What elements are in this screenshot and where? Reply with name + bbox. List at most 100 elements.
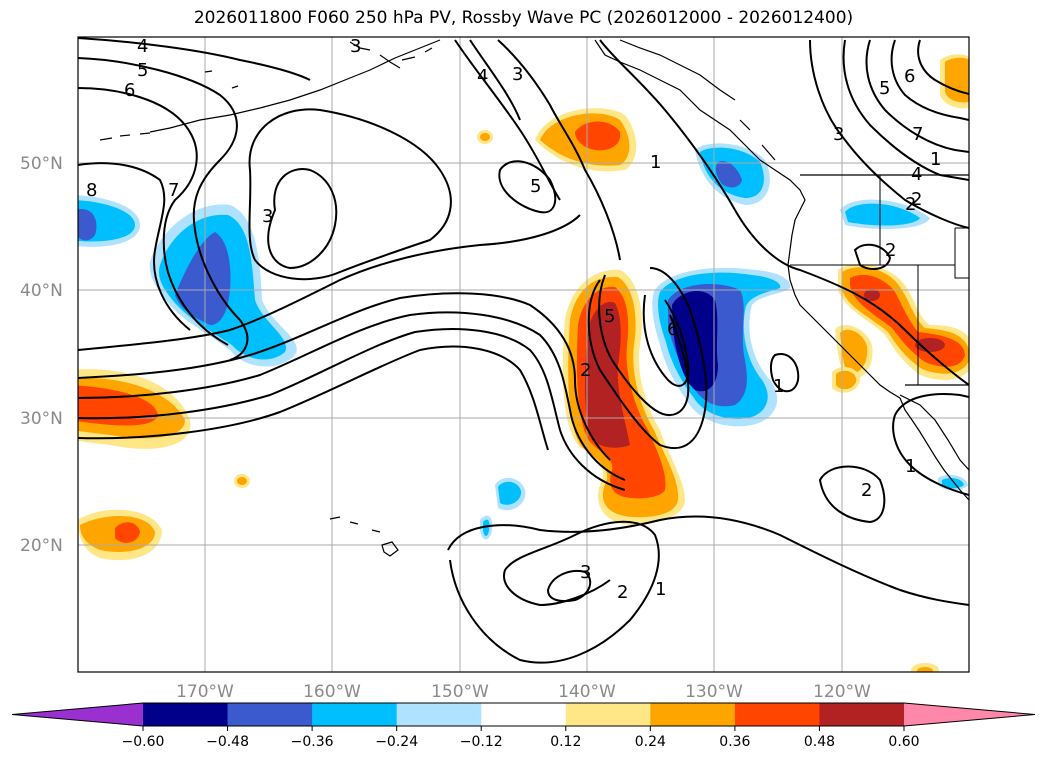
lat-label-40n: 40°N: [20, 281, 63, 301]
coastlines: [99, 39, 969, 557]
contour-top-left-7: [78, 162, 191, 331]
contour-1-se: [892, 393, 969, 496]
contour-label: 6: [667, 319, 678, 340]
contour-loop-5: [498, 160, 557, 214]
negative-anomaly-128w-50n-inner: [715, 161, 742, 188]
colorbar-tick-label: 0.36: [719, 734, 750, 750]
contour-label: 3: [580, 562, 591, 583]
contour-jet-4: [78, 328, 626, 491]
positive-anomaly-small-25n-core: [237, 477, 247, 485]
lon-label-160w: 160°W: [303, 682, 361, 702]
lat-label-50n: 50°N: [20, 154, 63, 174]
contour-label: 6: [124, 80, 135, 101]
positive-anomaly-ne-corner-core: [945, 57, 969, 103]
colorbar-swatch: [312, 703, 398, 726]
contour-label-layer: 4 5 6 8 7 3 4 3 5 1 2 5 6 2 1 3 2 1 3 2 …: [86, 36, 941, 603]
contour-loop-3: [248, 108, 452, 281]
contour-label: 8: [86, 180, 97, 201]
positive-anomaly-small-52n-core: [480, 133, 490, 141]
contour-top-left-5: [78, 57, 249, 361]
contour-loop-2-se: [818, 465, 886, 524]
mexico-mainland-coast: [899, 394, 969, 471]
contour-trough-5: [598, 274, 690, 416]
contour-ne-7: [917, 39, 969, 95]
contour-jet-5: [78, 345, 549, 451]
contour-ne-4: [842, 39, 969, 181]
colorbar-swatch: [143, 703, 229, 726]
contour-label: 2: [861, 480, 872, 501]
colorbar-tick-label: −0.60: [122, 734, 165, 750]
lon-label-120w: 120°W: [813, 682, 871, 702]
contour-label: 6: [904, 66, 915, 87]
colorbar-tick-label: 0.12: [550, 734, 581, 750]
contour-southern-1: [447, 515, 969, 606]
alaska-coast: [149, 39, 441, 133]
lon-label-130w: 130°W: [685, 682, 743, 702]
contour-ne-6: [890, 39, 969, 121]
contour-label: 1: [905, 456, 916, 477]
west-coast-us: [787, 264, 901, 399]
contour-ne-5: [865, 39, 969, 153]
longitude-labels: 170°W 160°W 150°W 140°W 130°W 120°W: [176, 682, 871, 702]
graticule: [78, 37, 969, 672]
contour-label: 4: [477, 66, 488, 87]
state-borders: [790, 175, 969, 385]
lon-label-150w: 150°W: [431, 682, 489, 702]
lat-label-30n: 30°N: [20, 409, 63, 429]
contour-jet-1: [78, 214, 581, 351]
positive-anomaly-east-38n-max2: [864, 289, 880, 301]
negative-anomaly-165w-inner: [175, 232, 231, 325]
negative-anomaly-small-20n-core: [483, 519, 490, 536]
contour-ridge-1: [454, 39, 561, 201]
contour-label: 2: [885, 240, 896, 261]
contour-label: 4: [137, 36, 148, 57]
contour-label: 1: [773, 376, 784, 397]
contour-trough-2: [587, 267, 708, 450]
contour-southern-2: [449, 520, 660, 664]
positive-anomaly-south-edge-core: [917, 667, 933, 672]
contour-label: 3: [833, 124, 844, 145]
lat-label-20n: 20°N: [20, 536, 63, 556]
positive-anomaly-west-30n-inner: [78, 385, 158, 426]
contour-label: 5: [879, 78, 890, 99]
contour-jet-2: [78, 292, 611, 461]
colorbar-swatch: [481, 703, 567, 726]
negative-anomaly-130w-max: [672, 290, 718, 392]
colorbar-swatch: [227, 703, 313, 726]
contour-label: 3: [512, 64, 523, 85]
colorbar-tick-label: −0.24: [375, 734, 418, 750]
contour-label: 2: [911, 189, 922, 210]
positive-anomaly-140w-35n-max: [584, 301, 630, 448]
contour-label: 3: [262, 206, 273, 227]
contour-label: 1: [650, 152, 661, 173]
positive-anomaly-140w-55n-inner: [575, 121, 621, 151]
map-frame: [77, 36, 970, 673]
contour-label: 7: [912, 124, 923, 145]
contour-label: 3: [350, 36, 361, 57]
colorbar-swatch: [565, 703, 651, 726]
negative-anomaly-east-45n-core: [845, 203, 920, 226]
colorbar-swatch: [396, 703, 482, 726]
colorbar-swatch: [734, 703, 820, 726]
contour-label: 1: [930, 149, 941, 170]
colorbar-extension-high: [904, 703, 1035, 726]
map-area: 4 5 6 8 7 3 4 3 5 1 2 5 6 2 1 3 2 1 3 2 …: [78, 36, 969, 672]
contour-top-left-6: [78, 87, 229, 346]
colorbar-tick-label: −0.48: [206, 734, 249, 750]
map-background: [78, 37, 969, 672]
colorbar-tick-label: −0.36: [291, 734, 334, 750]
positive-anomaly-175w-20n-inner: [115, 522, 140, 543]
contour-label: 5: [604, 306, 615, 327]
contour-label: 5: [530, 176, 541, 197]
contour-ridge-3: [497, 39, 621, 261]
pv-contours: [78, 37, 969, 664]
latitude-labels: 50°N 40°N 30°N 20°N: [20, 154, 63, 556]
contour-jet-3: [78, 311, 626, 481]
contour-label: 4: [911, 164, 922, 185]
contour-1-east: [599, 39, 969, 386]
alaska-inner-coast: [619, 39, 776, 161]
colorbar-swatch: [650, 703, 736, 726]
negative-anomaly-small-25n-core: [498, 481, 522, 505]
positive-anomaly-121w-south-core: [836, 370, 857, 390]
